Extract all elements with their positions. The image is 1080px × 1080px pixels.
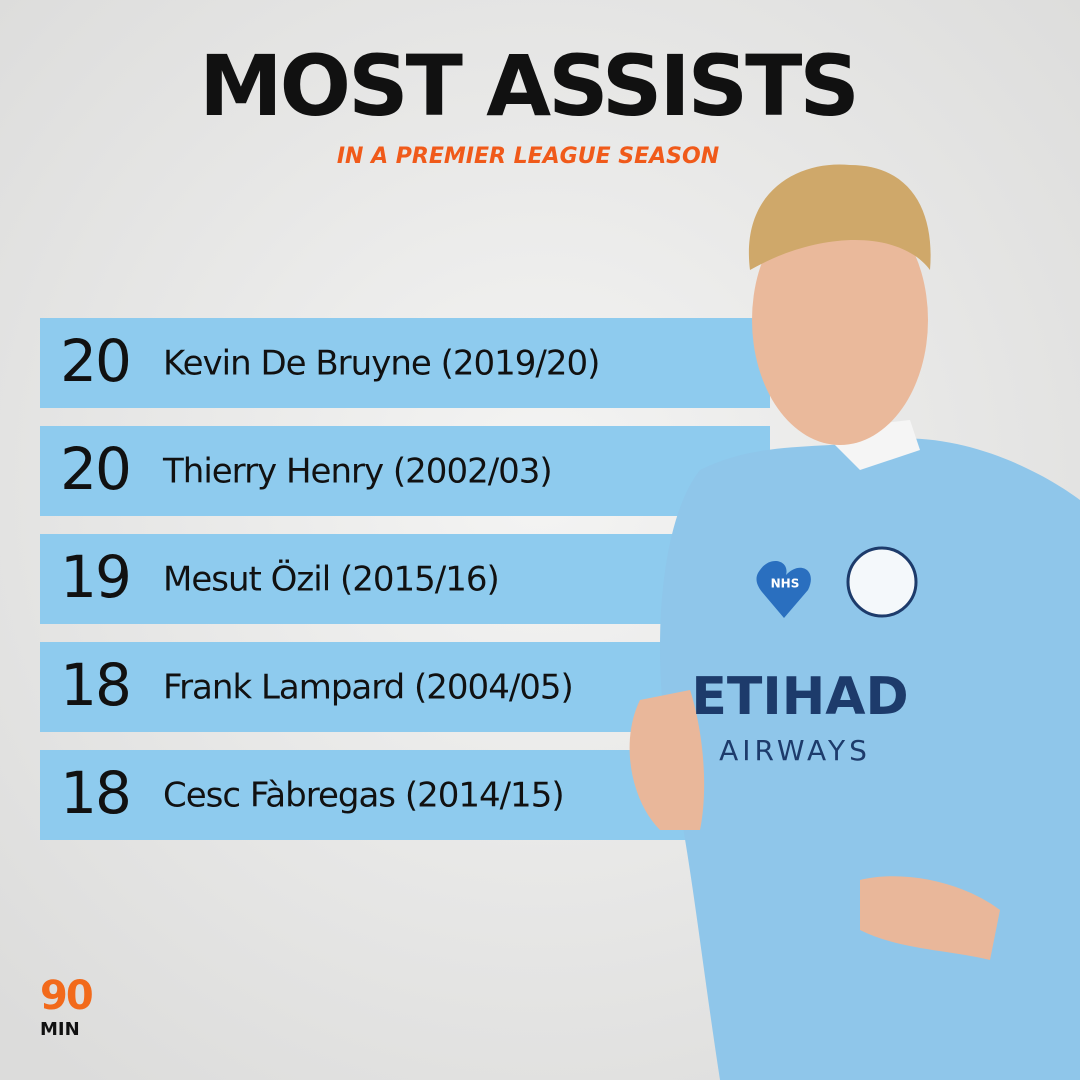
logo-top: 90 — [40, 973, 92, 1019]
assist-count: 20 — [60, 327, 130, 395]
sponsor-text: ETIHAD — [691, 667, 908, 727]
player-name: Cesc Fàbregas (2014/15) — [163, 776, 564, 816]
player-name: Mesut Özil (2015/16) — [163, 559, 499, 600]
ranking-list: 20 Kevin De Bruyne (2019/20) 20 Thierry Hen… — [40, 318, 770, 840]
logo-bottom: MIN — [40, 1019, 80, 1040]
row-bar — [40, 534, 770, 624]
assist-count: 18 — [60, 759, 130, 827]
player-name: Thierry Henry (2002/03) — [162, 452, 552, 492]
title: MOST ASSISTS — [199, 37, 857, 135]
player-name: Kevin De Bruyne (2019/20) — [163, 344, 599, 384]
assist-count: 18 — [60, 651, 130, 719]
player-name: Frank Lampard (2004/05) — [163, 668, 573, 708]
row-bar — [40, 426, 770, 516]
subtitle: IN A PREMIER LEAGUE SEASON — [337, 144, 719, 169]
assist-count: 19 — [60, 543, 130, 611]
row-bar — [40, 318, 770, 408]
sponsor-text: AIRWAYS — [719, 734, 871, 767]
assist-count: 20 — [60, 435, 130, 503]
badge-text: NHS — [771, 577, 800, 591]
player-photo: NHS ETIHAD AIRWAYS — [629, 164, 1080, 1080]
